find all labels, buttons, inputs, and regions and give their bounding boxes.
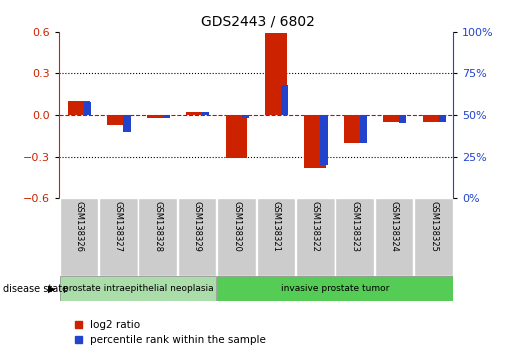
- Text: GSM138329: GSM138329: [193, 201, 201, 251]
- Text: GSM138324: GSM138324: [390, 201, 399, 251]
- Bar: [163, 115, 170, 118]
- Bar: [399, 115, 406, 124]
- Bar: [383, 115, 405, 122]
- Bar: [186, 112, 208, 115]
- Text: GSM138326: GSM138326: [75, 201, 83, 252]
- Text: GSM138328: GSM138328: [153, 201, 162, 252]
- Bar: [124, 115, 130, 132]
- Bar: [99, 198, 138, 276]
- Text: GSM138325: GSM138325: [429, 201, 438, 251]
- Bar: [423, 115, 444, 122]
- Bar: [414, 198, 453, 276]
- Bar: [217, 276, 453, 301]
- Bar: [375, 198, 414, 276]
- Text: GSM138320: GSM138320: [232, 201, 241, 251]
- Bar: [256, 198, 295, 276]
- Text: GDS2443 / 6802: GDS2443 / 6802: [200, 14, 315, 28]
- Text: disease state: disease state: [3, 284, 67, 293]
- Bar: [108, 115, 129, 125]
- Text: GSM138323: GSM138323: [350, 201, 359, 252]
- Bar: [178, 198, 216, 276]
- Bar: [320, 115, 328, 165]
- Text: GSM138321: GSM138321: [271, 201, 280, 251]
- Text: invasive prostate tumor: invasive prostate tumor: [281, 284, 389, 293]
- Bar: [60, 198, 98, 276]
- Bar: [202, 112, 209, 115]
- Bar: [217, 198, 256, 276]
- Bar: [139, 198, 177, 276]
- Bar: [242, 115, 249, 118]
- Bar: [226, 115, 247, 158]
- Text: ▶: ▶: [48, 284, 56, 293]
- Text: prostate intraepithelial neoplasia: prostate intraepithelial neoplasia: [63, 284, 213, 293]
- Bar: [265, 33, 287, 115]
- Legend: log2 ratio, percentile rank within the sample: log2 ratio, percentile rank within the s…: [75, 320, 266, 345]
- Bar: [439, 115, 445, 122]
- Bar: [147, 115, 168, 118]
- Bar: [335, 198, 374, 276]
- Bar: [84, 102, 91, 115]
- Bar: [304, 115, 326, 168]
- Bar: [281, 85, 288, 115]
- Bar: [296, 198, 335, 276]
- Bar: [360, 115, 367, 143]
- Text: GSM138322: GSM138322: [311, 201, 320, 251]
- Text: GSM138327: GSM138327: [114, 201, 123, 252]
- Bar: [344, 115, 366, 143]
- Bar: [60, 276, 216, 301]
- Bar: [68, 101, 90, 115]
